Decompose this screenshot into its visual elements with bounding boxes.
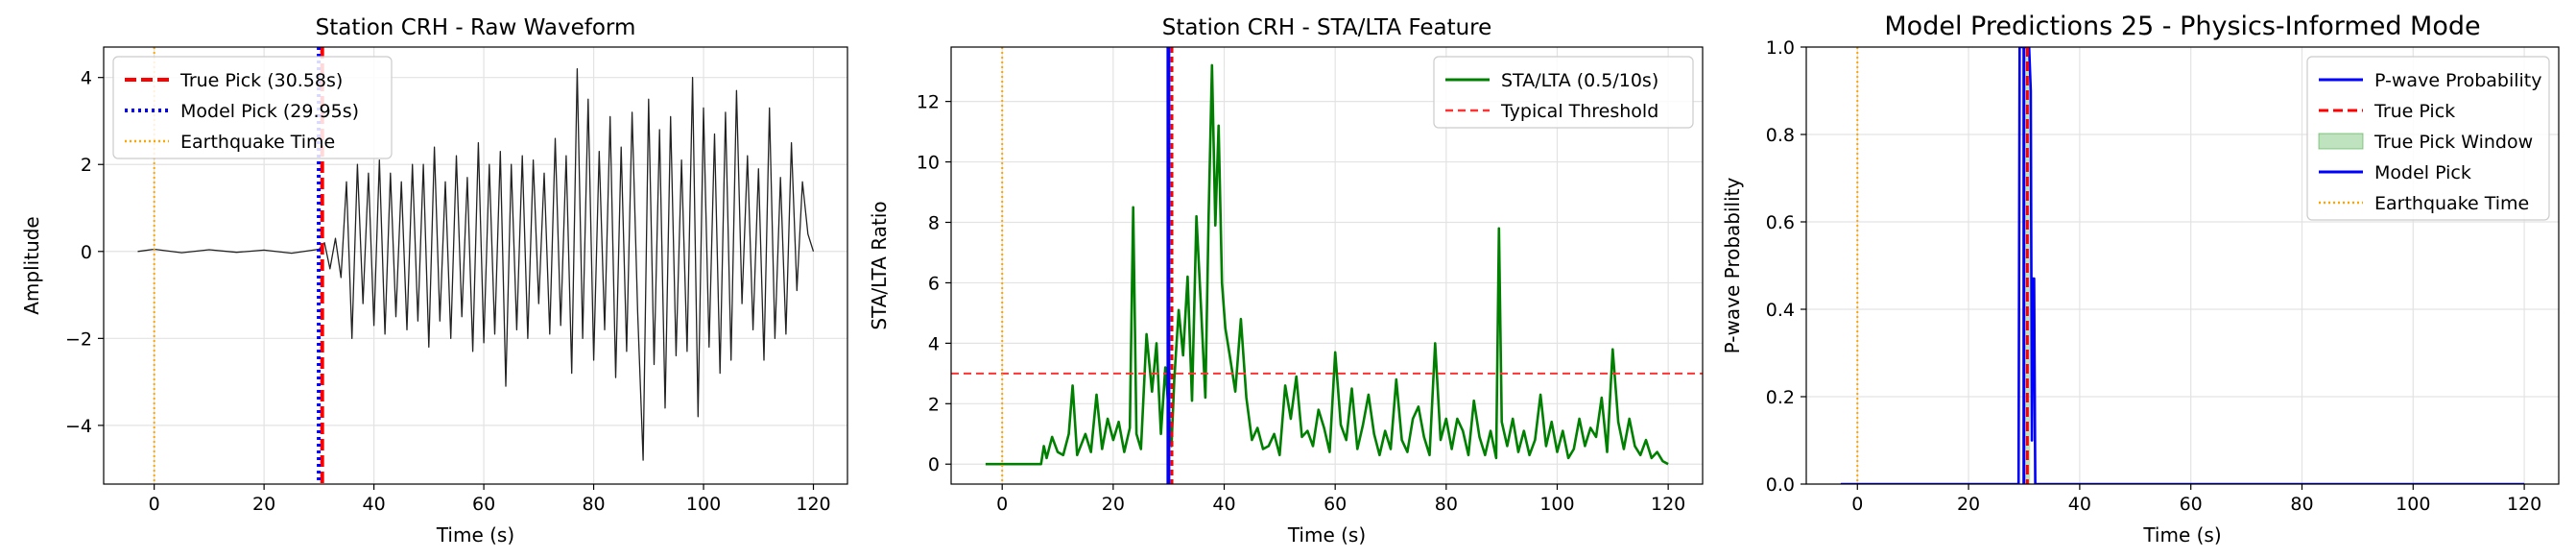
series-0-line	[1840, 47, 2525, 484]
axes-frame	[1805, 46, 2560, 485]
legend-box	[112, 56, 393, 159]
plot-area	[951, 47, 1703, 484]
chart-panel-3: 0 20 40 60 80 100 120 0.0 0.2 0.4 0.6 0.8 1.0 Model P…	[1721, 12, 2560, 547]
legend-label: Model Pick	[2374, 162, 2471, 183]
legend-label: Model Pick (29.95s)	[180, 101, 359, 122]
x-tick-label: 60	[472, 494, 495, 515]
legend-label: Earthquake Time	[180, 132, 335, 153]
axes-frame	[103, 46, 848, 485]
x-axis-label: Time (s)	[1287, 523, 1366, 547]
y-tick-label: 0.0	[1766, 474, 1795, 496]
y-axis-label: STA/LTA Ratio	[868, 201, 891, 329]
x-tick-label: 20	[1957, 494, 1980, 515]
y-tick-label: 10	[917, 153, 940, 174]
x-tick-label: 120	[1651, 494, 1685, 515]
chart-title: Station CRH - STA/LTA Feature	[1162, 15, 1492, 40]
x-tick-label: 40	[1212, 494, 1235, 515]
x-tick-label: 80	[2290, 494, 2313, 515]
legend-box	[2306, 56, 2550, 221]
x-tick-label: 20	[1102, 494, 1125, 515]
chart-panel-2: 0 20 40 60 80 100 120 0 2 4 6 8 10 12 Station CRH - ST…	[868, 15, 1704, 547]
y-tick-label: 4	[928, 333, 940, 354]
legend-label: True Pick Window	[2373, 132, 2533, 153]
y-tick-label: 2	[81, 155, 92, 176]
y-axis-label: Amplitude	[20, 216, 43, 315]
series-0-line	[137, 67, 815, 461]
legend-swatch	[2318, 133, 2364, 150]
y-tick-label: 0	[81, 242, 92, 263]
chart-title: Model Predictions 25 - Physics-Informed …	[1884, 12, 2480, 41]
y-tick-label: −2	[65, 328, 92, 350]
x-tick-label: 100	[1539, 494, 1574, 515]
chart-title: Station CRH - Raw Waveform	[316, 15, 636, 40]
legend-label: True Pick (30.58s)	[179, 70, 343, 91]
y-tick-label: 8	[928, 213, 940, 234]
series-0-line	[985, 63, 1669, 466]
x-tick-label: 60	[1324, 494, 1347, 515]
legend: P-wave Probability True Pick True Pick Win…	[2306, 56, 2550, 221]
chart-panel-1: 0 20 40 60 80 100 120 −4 −2 0 2 4 Station CRH - Raw …	[20, 15, 848, 547]
x-tick-label: 0	[996, 494, 1008, 515]
legend: True Pick (30.58s) Model Pick (29.95s) Ear…	[112, 56, 393, 159]
y-tick-label: −4	[65, 416, 92, 437]
x-axis-label: Time (s)	[2142, 523, 2221, 547]
x-tick-label: 0	[149, 494, 160, 515]
legend-label: Typical Threshold	[1500, 101, 1658, 122]
legend-label: True Pick	[2373, 101, 2455, 122]
legend-label: Earthquake Time	[2374, 193, 2529, 214]
x-axis-label: Time (s)	[436, 523, 514, 547]
x-tick-label: 40	[363, 494, 386, 515]
x-tick-label: 120	[2507, 494, 2541, 515]
x-tick-label: 20	[252, 494, 275, 515]
y-tick-label: 0.6	[1766, 212, 1795, 233]
y-tick-label: 0	[928, 454, 940, 475]
x-tick-label: 40	[2068, 494, 2091, 515]
x-tick-label: 100	[2396, 494, 2430, 515]
x-tick-label: 0	[1851, 494, 1863, 515]
plot-area	[1840, 47, 2525, 484]
y-tick-label: 2	[928, 394, 940, 415]
y-tick-label: 0.4	[1766, 300, 1795, 321]
y-tick-label: 1.0	[1766, 37, 1795, 59]
y-tick-label: 4	[81, 68, 92, 89]
legend-box	[1433, 56, 1694, 129]
legend-label: STA/LTA (0.5/10s)	[1501, 70, 1658, 91]
y-tick-label: 0.8	[1766, 125, 1795, 146]
legend-label: P-wave Probability	[2374, 70, 2542, 91]
x-tick-label: 100	[686, 494, 721, 515]
y-tick-label: 0.2	[1766, 387, 1795, 408]
legend: STA/LTA (0.5/10s) Typical Threshold	[1433, 56, 1694, 129]
x-tick-label: 120	[796, 494, 830, 515]
y-tick-label: 6	[928, 273, 940, 294]
axes-frame	[950, 46, 1704, 485]
y-tick-label: 12	[917, 92, 940, 113]
x-tick-label: 60	[2180, 494, 2203, 515]
x-tick-label: 80	[582, 494, 605, 515]
x-tick-label: 80	[1435, 494, 1458, 515]
y-axis-label: P-wave Probability	[1721, 178, 1744, 354]
